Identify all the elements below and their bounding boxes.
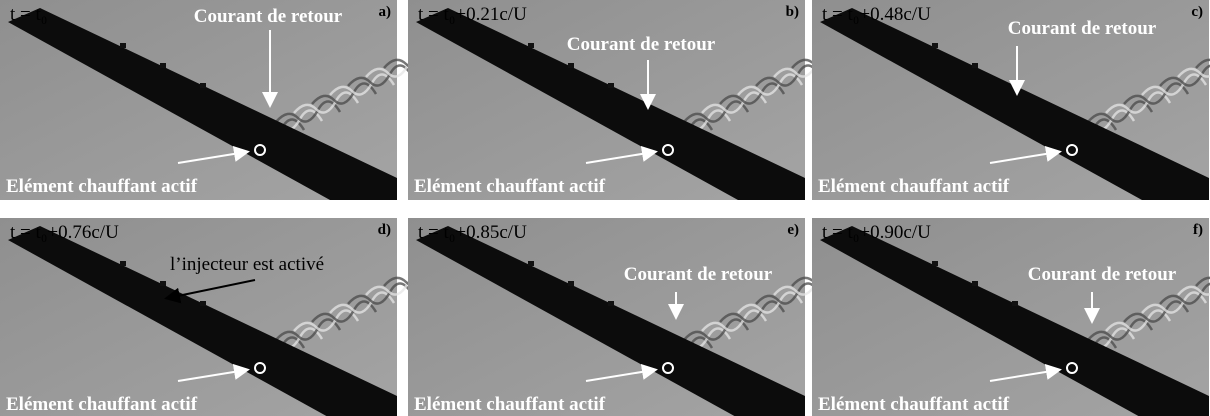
panel-letter: e)	[787, 222, 799, 238]
panel: Elément chauffant actif t = t₀ a) Courant d…	[0, 0, 448, 200]
blade-tab	[160, 281, 166, 286]
blade-tab	[528, 261, 534, 266]
blade-tab	[1012, 301, 1018, 306]
time-label: t = t₀+0.21c/U	[418, 4, 527, 25]
panel-letter: b)	[786, 4, 799, 20]
blade-tab	[608, 83, 614, 88]
panel-letter: d)	[378, 222, 391, 238]
panel: Elément chauffant actif t = t₀+0.85c/U e) C…	[408, 218, 856, 416]
panel: Elément chauffant actif t = t₀+0.76c/U d) l…	[0, 218, 448, 416]
blade-tab	[608, 301, 614, 306]
return-current-label: Courant de retour	[567, 34, 716, 55]
blade-tab	[972, 63, 978, 68]
time-label: t = t₀+0.90c/U	[822, 222, 931, 243]
return-current-label: Courant de retour	[194, 6, 343, 27]
panel: Elément chauffant actif t = t₀+0.90c/U f) C…	[812, 218, 1210, 416]
heater-label: Elément chauffant actif	[414, 394, 606, 415]
return-current-label: Courant de retour	[624, 264, 773, 285]
injector-label: l’injecteur est activé	[170, 254, 324, 275]
blade-tab	[160, 63, 166, 68]
blade-tab	[120, 261, 126, 266]
blade-tab	[568, 63, 574, 68]
time-label: t = t₀+0.48c/U	[822, 4, 931, 25]
heater-label: Elément chauffant actif	[6, 176, 198, 197]
panel-letter: a)	[379, 4, 392, 20]
panel: Elément chauffant actif t = t₀+0.21c/U b) C…	[408, 0, 856, 200]
heater-label: Elément chauffant actif	[818, 176, 1010, 197]
heater-label: Elément chauffant actif	[6, 394, 198, 415]
time-label: t = t₀+0.85c/U	[418, 222, 527, 243]
panel-letter: f)	[1193, 222, 1203, 238]
panel: Elément chauffant actif t = t₀+0.48c/U c) C…	[812, 0, 1210, 200]
figure: Elément chauffant actif t = t₀ a) Courant d…	[0, 0, 1210, 416]
time-label: t = t₀	[10, 4, 47, 25]
blade-tab	[568, 281, 574, 286]
blade-tab	[932, 43, 938, 48]
time-label: t = t₀+0.76c/U	[10, 222, 119, 243]
blade-tab	[932, 261, 938, 266]
blade-tab	[120, 43, 126, 48]
blade-tab	[972, 281, 978, 286]
blade-tab	[528, 43, 534, 48]
return-current-label: Courant de retour	[1008, 18, 1157, 39]
blade-tab	[200, 301, 206, 306]
panel-letter: c)	[1191, 4, 1203, 20]
return-current-label: Courant de retour	[1028, 264, 1177, 285]
heater-label: Elément chauffant actif	[414, 176, 606, 197]
heater-label: Elément chauffant actif	[818, 394, 1010, 415]
blade-tab	[200, 83, 206, 88]
